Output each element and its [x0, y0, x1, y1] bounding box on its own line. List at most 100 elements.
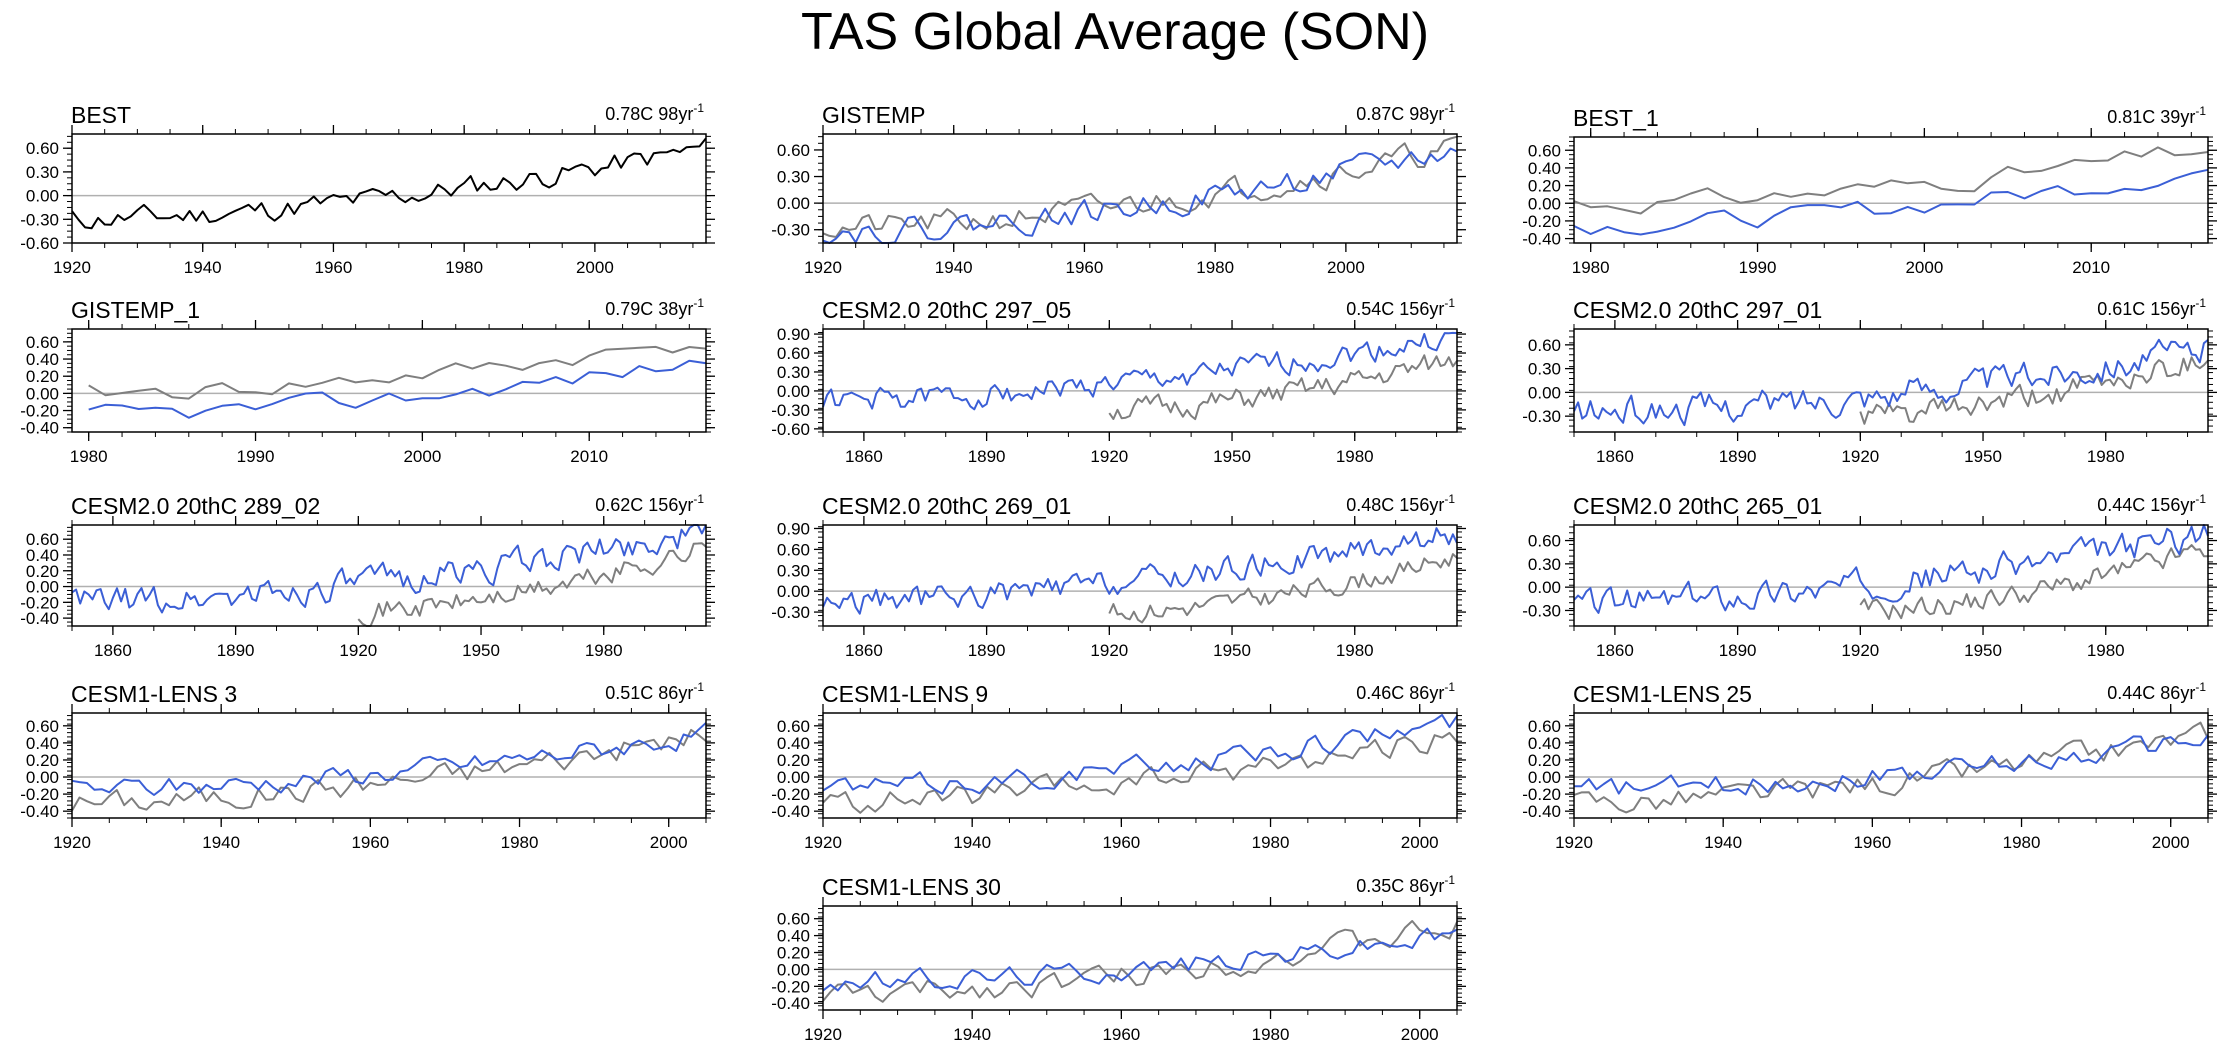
y-tick-label: 0.00: [26, 578, 59, 597]
panel-title: CESM2.0 20thC 297_05: [822, 297, 1071, 323]
series-line-obs: [1573, 721, 2209, 814]
y-tick-label: 0.60: [1528, 717, 1561, 736]
panel-title: CESM1-LENS 9: [822, 681, 988, 707]
y-tick-label: 0.60: [1528, 336, 1561, 355]
y-tick-label: 0.30: [1528, 555, 1561, 574]
y-tick-label: 0.00: [1528, 578, 1561, 597]
panel-lens30: 1920 1940 1960 1980 2000 0.600.400.200.00-0.2…: [771, 873, 1466, 1044]
plot-frame: [71, 328, 707, 433]
series-line-obs: [822, 920, 1458, 1003]
x-tick-label: 1980: [1336, 447, 1374, 466]
x-tick-label: 2000: [403, 447, 441, 466]
panel-best1: 1980 1990 2000 2010 0.600.400.200.00-0.20-0.…: [1522, 104, 2217, 277]
x-tick-label: 1920: [1090, 447, 1128, 466]
plot-frame: [71, 133, 707, 244]
y-tick-label: -0.40: [20, 419, 59, 438]
y-tick-label: 0.00: [777, 960, 810, 979]
y-tick-label: -0.20: [1522, 785, 1561, 804]
series-line-obs: [357, 542, 707, 627]
panel-title: CESM1-LENS 25: [1573, 681, 1752, 707]
panel-title: BEST_1: [1573, 105, 1659, 131]
x-tick-label: 1960: [1102, 1025, 1140, 1044]
panel-c297_05: 1860 1890 1920 1950 1980 0.900.600.300.00-0.3…: [771, 296, 1466, 466]
series-line-obs: [822, 731, 1458, 814]
y-tick-label: 0.40: [1528, 159, 1561, 178]
y-tick-label: -0.20: [20, 593, 59, 612]
x-tick-label: 1980: [1252, 833, 1290, 852]
series-line-obs: [88, 345, 707, 400]
trend-label: 0.46C 86yr-1: [1356, 680, 1455, 703]
x-tick-label: 1920: [804, 833, 842, 852]
x-tick-label: 1920: [53, 258, 91, 277]
y-tick-label: -0.60: [20, 234, 59, 253]
plot-frame: [822, 328, 1458, 433]
panel-title: CESM2.0 20thC 289_02: [71, 493, 320, 519]
x-tick-label: 1980: [2003, 833, 2041, 852]
y-tick-label: 0.90: [777, 325, 810, 344]
y-tick-label: -0.30: [771, 401, 810, 420]
x-tick-label: 1960: [351, 833, 389, 852]
y-tick-label: 0.40: [26, 350, 59, 369]
x-tick-label: 2010: [570, 447, 608, 466]
y-tick-label: 0.00: [1528, 383, 1561, 402]
y-tick-label: 0.30: [1528, 360, 1561, 379]
trend-label: 0.44C 86yr-1: [2107, 680, 2206, 703]
x-tick-label: 1980: [2087, 641, 2125, 660]
x-tick-label: 2000: [1905, 258, 1943, 277]
x-tick-label: 1990: [237, 447, 275, 466]
x-tick-label: 1980: [445, 258, 483, 277]
x-tick-label: 1890: [217, 641, 255, 660]
x-tick-label: 1940: [953, 1025, 991, 1044]
series-line-obs: [822, 135, 1458, 238]
x-tick-label: 1920: [339, 641, 377, 660]
panel-title: CESM2.0 20thC 265_01: [1573, 493, 1822, 519]
plot-frame: [822, 133, 1458, 244]
panel-title: CESM1-LENS 3: [71, 681, 237, 707]
panel-lens25: 1920 1940 1960 1980 2000 0.600.400.200.00-0.2…: [1522, 680, 2217, 852]
series-line-model: [88, 359, 707, 419]
y-tick-label: -0.30: [771, 221, 810, 240]
y-tick-label: 0.00: [777, 194, 810, 213]
y-tick-label: 0.20: [26, 367, 59, 386]
x-tick-label: 1890: [1719, 641, 1757, 660]
panel-title: GISTEMP_1: [71, 297, 200, 323]
y-tick-label: 0.00: [26, 768, 59, 787]
x-tick-label: 1920: [804, 1025, 842, 1044]
x-tick-label: 1980: [1336, 641, 1374, 660]
y-tick-label: -0.20: [1522, 212, 1561, 231]
y-tick-label: 0.00: [26, 187, 59, 206]
y-tick-label: 0.90: [777, 519, 810, 538]
x-tick-label: 1860: [1596, 641, 1634, 660]
trend-label: 0.62C 156yr-1: [595, 492, 704, 515]
series-line-model: [822, 527, 1458, 615]
panel-c297_01: 1860 1890 1920 1950 1980 0.60 0.30 0.00 -0.30 CES…: [1522, 296, 2217, 466]
series-line-model: [1573, 524, 2209, 614]
panel-lens3: 1920 1940 1960 1980 2000 0.600.400.200.00-0.2…: [20, 680, 715, 852]
panel-gistemp: 1920 1940 1960 1980 2000 0.60 0.30 0.00 -0.30 GIS…: [771, 101, 1466, 277]
y-tick-label: 0.40: [26, 734, 59, 753]
x-tick-label: 1860: [845, 447, 883, 466]
x-tick-label: 1950: [1213, 641, 1251, 660]
y-tick-label: 0.00: [777, 382, 810, 401]
x-tick-label: 1920: [1555, 833, 1593, 852]
x-tick-label: 1980: [501, 833, 539, 852]
series-line-model: [822, 714, 1458, 795]
x-tick-label: 1990: [1739, 258, 1777, 277]
series-line-model: [822, 147, 1458, 244]
x-tick-label: 1960: [1102, 833, 1140, 852]
y-tick-label: 0.20: [1528, 751, 1561, 770]
series-line-model: [1574, 734, 2209, 796]
x-tick-label: 1920: [1841, 641, 1879, 660]
x-tick-label: 1950: [1213, 447, 1251, 466]
y-tick-label: 0.60: [1528, 141, 1561, 160]
y-tick-label: -0.20: [20, 402, 59, 421]
y-tick-label: 0.60: [777, 717, 810, 736]
x-tick-label: 1860: [1596, 447, 1634, 466]
panel-best: 1920 1940 1960 1980 2000 0.60 0.30 0.00 -0.30 -0.…: [20, 101, 715, 277]
trend-label: 0.61C 156yr-1: [2097, 296, 2206, 319]
x-tick-label: 1980: [1196, 258, 1234, 277]
plot-frame: [822, 524, 1458, 627]
panel-title: CESM1-LENS 30: [822, 874, 1001, 900]
x-tick-label: 2000: [1401, 833, 1439, 852]
x-tick-label: 1980: [2087, 447, 2125, 466]
